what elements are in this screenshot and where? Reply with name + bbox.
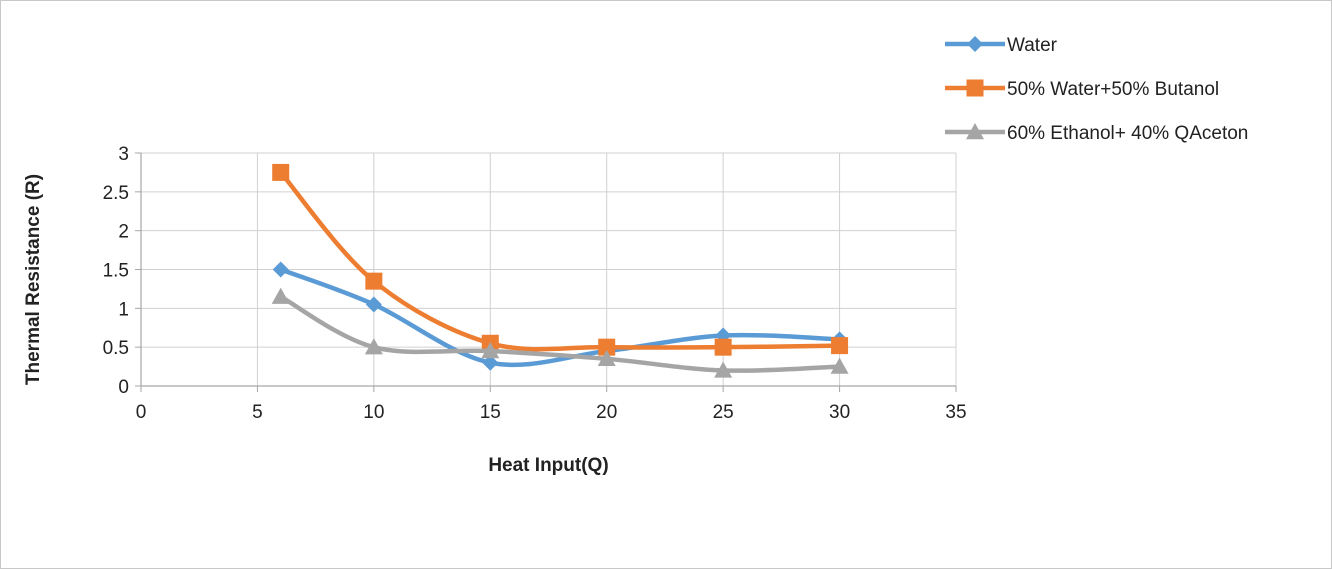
data-point-diamond bbox=[272, 261, 289, 278]
x-tick-label: 35 bbox=[945, 402, 966, 423]
data-point-triangle bbox=[597, 349, 616, 367]
y-tick-label: 0 bbox=[118, 377, 129, 398]
legend-label: 60% Ethanol+ 40% QAceton bbox=[1007, 123, 1248, 144]
data-point-square bbox=[365, 272, 383, 290]
legend-label: Water bbox=[1007, 35, 1058, 56]
data-point-diamond bbox=[482, 354, 499, 371]
data-point-diamond bbox=[365, 296, 382, 313]
data-point-triangle bbox=[481, 342, 500, 359]
data-point-triangle bbox=[830, 357, 849, 374]
legend-swatch-marker bbox=[966, 79, 984, 97]
y-tick-label: 1.5 bbox=[103, 261, 129, 282]
legend-swatch-marker bbox=[966, 123, 984, 140]
legend-label: 50% Water+50% Butanol bbox=[1007, 79, 1219, 100]
y-tick-label: 2.5 bbox=[103, 183, 129, 204]
axes bbox=[135, 152, 957, 392]
x-tick-label: 5 bbox=[252, 402, 263, 423]
y-tick-label: 1 bbox=[118, 299, 129, 320]
data-point-square bbox=[831, 337, 849, 355]
series-line bbox=[278, 294, 842, 373]
legend: Water 50% Water+50% Butanol 60% Ethanol+ 4… bbox=[945, 35, 1248, 144]
data-point-square bbox=[714, 338, 732, 356]
data-point-triangle bbox=[364, 338, 383, 355]
legend-entry: Water bbox=[945, 35, 1058, 56]
y-tick-label: 3 bbox=[118, 144, 129, 165]
data-point-triangle bbox=[271, 287, 290, 304]
legend-entry: 50% Water+50% Butanol bbox=[945, 79, 1219, 100]
x-tick-label: 20 bbox=[596, 402, 617, 423]
x-tick-label: 0 bbox=[136, 402, 147, 423]
series-line bbox=[278, 170, 842, 352]
data-point-square bbox=[272, 163, 290, 181]
x-tick-label: 30 bbox=[829, 402, 850, 423]
legend-entry: 60% Ethanol+ 40% QAceton bbox=[945, 123, 1248, 144]
series-3 bbox=[271, 287, 849, 378]
x-axis-title: Heat Input(Q) bbox=[488, 455, 608, 476]
legend-swatch-marker bbox=[967, 36, 983, 52]
data-point-square bbox=[598, 338, 616, 356]
y-axis-title: Thermal Resistance (R) bbox=[23, 174, 44, 385]
series-layer bbox=[271, 163, 849, 378]
y-tick-label: 0.5 bbox=[103, 338, 129, 359]
data-point-triangle bbox=[714, 361, 733, 378]
x-tick-label: 15 bbox=[480, 402, 501, 423]
x-tick-label: 25 bbox=[713, 402, 734, 423]
x-tick-label: 10 bbox=[363, 402, 384, 423]
y-tick-label: 2 bbox=[118, 222, 129, 243]
tick-labels: 00.511.522.530 5 10 15 20 25 30 35 bbox=[103, 144, 967, 423]
series-2 bbox=[272, 163, 849, 356]
